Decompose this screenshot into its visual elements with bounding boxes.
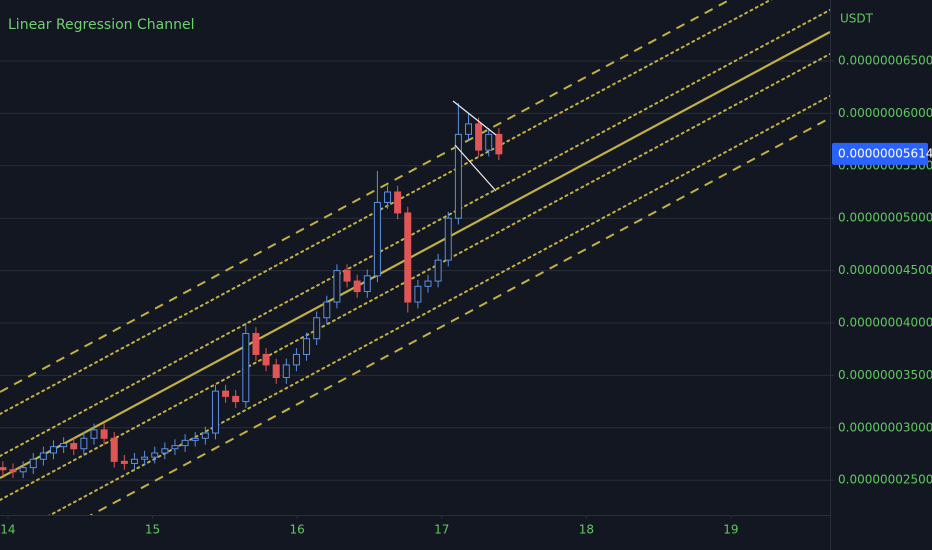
candle-body <box>90 429 98 439</box>
candle-body <box>70 443 78 450</box>
x-tick-label: 15 <box>145 523 160 537</box>
channel-line <box>89 117 830 515</box>
y-tick-label: 0.00000005000 <box>838 211 932 225</box>
flag-line <box>452 100 497 136</box>
y-tick-label: 0.00000006500 <box>838 53 932 67</box>
channel-line <box>0 30 830 479</box>
candle-body <box>272 364 280 378</box>
y-tick-label: 0.00000004000 <box>838 316 932 330</box>
candle-body <box>454 133 462 219</box>
candle-body <box>29 458 37 469</box>
candle-body <box>0 467 7 471</box>
candle-body <box>444 217 452 261</box>
channel-line <box>48 94 830 515</box>
candle-body <box>222 390 230 397</box>
candle-body <box>475 123 483 151</box>
candle-body <box>232 395 240 403</box>
candle-body <box>171 445 179 450</box>
flag-line <box>454 144 497 192</box>
candle-body <box>495 133 503 155</box>
channel-line <box>0 8 830 457</box>
candle-body <box>201 432 209 439</box>
candle-body <box>19 467 27 473</box>
candle-body <box>151 452 159 458</box>
candle-body <box>343 270 351 282</box>
axes: 0.00000002500 0.00000003000 0.00000003500 0… <box>0 53 932 536</box>
candle-body <box>292 353 300 366</box>
candle-body <box>353 280 361 293</box>
candle-body <box>424 280 432 287</box>
candle-body <box>465 123 473 135</box>
candle-body <box>120 460 128 464</box>
x-tick-label: 16 <box>290 523 305 537</box>
last-price-tag <box>832 142 928 165</box>
candle-body <box>60 443 68 448</box>
candle-body <box>282 364 290 378</box>
candle-body <box>373 201 381 277</box>
candle-body <box>384 191 392 203</box>
candle-body <box>363 275 371 293</box>
candle-body <box>414 285 422 303</box>
channel-line <box>0 52 830 502</box>
y-tick-label: 0.00000003500 <box>838 368 932 382</box>
candle-body <box>434 259 442 282</box>
x-tick-label: 14 <box>0 523 15 537</box>
candle-body <box>39 452 47 460</box>
candle-body <box>394 191 402 214</box>
candle-body <box>191 437 199 441</box>
candle-body <box>252 332 260 355</box>
channel-line <box>0 0 773 415</box>
candle-body <box>161 448 169 454</box>
regression-channel <box>0 0 830 515</box>
candle-body <box>80 437 88 450</box>
x-tick-label: 18 <box>579 523 594 537</box>
chart-title: Linear Regression Channel <box>8 17 194 33</box>
y-tick-label: 0.00000002500 <box>838 473 932 487</box>
candle-body <box>50 446 58 454</box>
candles <box>0 102 503 479</box>
candle-body <box>130 458 138 464</box>
candle-body <box>211 390 219 434</box>
y-tick-label: 0.00000003000 <box>838 420 932 434</box>
candle-body <box>110 437 118 462</box>
candle-body <box>485 133 493 151</box>
x-tick-label: 19 <box>723 523 738 537</box>
candle-body <box>141 456 149 460</box>
candle-body <box>100 429 108 439</box>
candle-body <box>333 270 341 303</box>
candle-body <box>404 212 412 303</box>
y-tick-label: 0.00000006000 <box>838 106 932 120</box>
candle-body <box>323 301 331 319</box>
y-tick-label: 0.00000004500 <box>838 263 932 277</box>
unit-label: USDT <box>840 12 874 26</box>
flag-drawing <box>452 100 497 192</box>
candle-body <box>262 353 270 366</box>
candle-body <box>303 338 311 355</box>
x-tick-label: 17 <box>434 523 449 537</box>
grid <box>0 60 830 481</box>
candle-body <box>242 332 250 403</box>
channel-line <box>0 0 732 393</box>
candle-body <box>181 439 189 447</box>
candle-body <box>313 317 321 340</box>
last-price-label: 0.00000005614 <box>838 146 932 160</box>
candle-body <box>9 469 17 473</box>
